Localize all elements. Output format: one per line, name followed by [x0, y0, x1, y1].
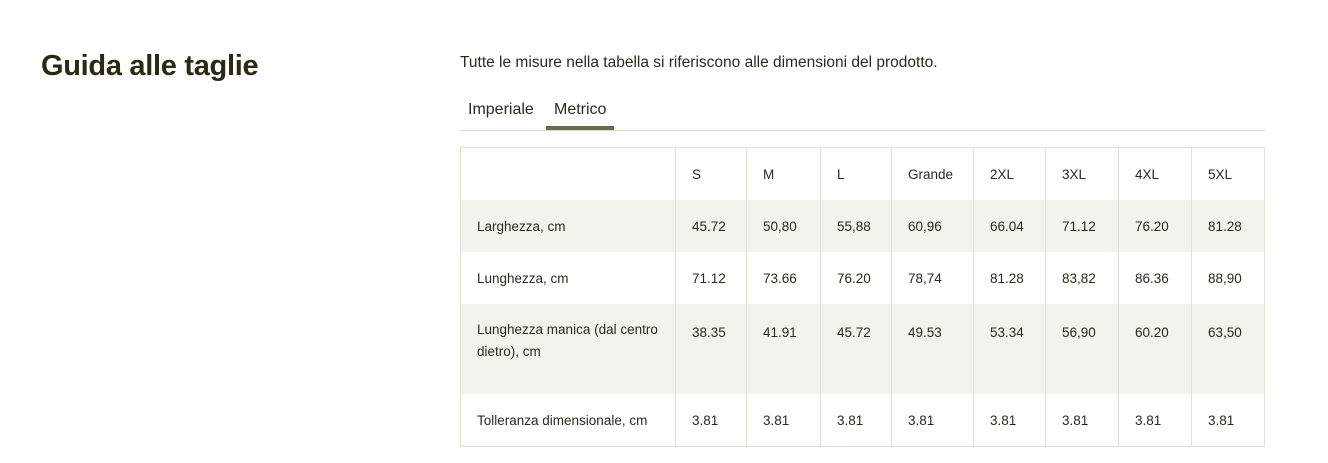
measurement-value: 71.12	[1045, 200, 1119, 252]
measurement-value: 3.81	[820, 394, 892, 447]
size-header: Grande	[891, 147, 974, 200]
measurement-value: 49.53	[891, 304, 974, 394]
measurement-value: 3.81	[891, 394, 974, 447]
measurement-value: 3.81	[1118, 394, 1192, 447]
table-row: Lunghezza, cm 71.12 73.66 76.20 78,74 81.28 83…	[460, 252, 1265, 304]
size-header: 3XL	[1045, 147, 1119, 200]
measurement-value: 45.72	[820, 304, 892, 394]
measurement-value: 53.34	[973, 304, 1046, 394]
measurement-label: Lunghezza, cm	[460, 252, 676, 304]
size-guide-intro: Tutte le misure nella tabella si riferis…	[460, 54, 938, 71]
table-row: Tolleranza dimensionale, cm 3.81 3.81 3.81 3…	[460, 394, 1265, 447]
measurement-value: 71.12	[675, 252, 747, 304]
measurement-value: 63,50	[1191, 304, 1265, 394]
table-row: Lunghezza manica (dal centro dietro), cm…	[460, 304, 1265, 394]
measurement-value: 81.28	[973, 252, 1046, 304]
measurement-value: 88,90	[1191, 252, 1265, 304]
size-header: M	[746, 147, 821, 200]
size-header: 2XL	[973, 147, 1046, 200]
measurement-label: Lunghezza manica (dal centro dietro), cm	[460, 304, 676, 394]
measurement-value: 86.36	[1118, 252, 1192, 304]
size-header: S	[675, 147, 747, 200]
measurement-value: 50,80	[746, 200, 821, 252]
size-header: L	[820, 147, 892, 200]
measurement-value: 78,74	[891, 252, 974, 304]
measurement-value: 76.20	[820, 252, 892, 304]
measurement-value: 60.20	[1118, 304, 1192, 394]
size-header: 4XL	[1118, 147, 1192, 200]
measurement-value: 73.66	[746, 252, 821, 304]
measurement-value: 76.20	[1118, 200, 1192, 252]
unit-tabs: Imperiale Metrico	[460, 96, 1265, 131]
measurement-label: Tolleranza dimensionale, cm	[460, 394, 676, 447]
measurement-value: 41.91	[746, 304, 821, 394]
size-header: 5XL	[1191, 147, 1265, 200]
measurement-value: 3.81	[746, 394, 821, 447]
measurement-value: 83,82	[1045, 252, 1119, 304]
measurement-value: 66.04	[973, 200, 1046, 252]
tab-imperial[interactable]: Imperiale	[468, 101, 534, 118]
measurement-value: 60,96	[891, 200, 974, 252]
table-header-row: S M L Grande 2XL 3XL 4XL 5XL	[460, 147, 1265, 200]
header-empty-cell	[460, 147, 676, 200]
measurement-value: 3.81	[1045, 394, 1119, 447]
table-row: Larghezza, cm 45.72 50,80 55,88 60,96 66.04 71…	[460, 200, 1265, 252]
measurement-label: Larghezza, cm	[460, 200, 676, 252]
measurement-value: 81.28	[1191, 200, 1265, 252]
measurement-value: 3.81	[675, 394, 747, 447]
measurement-value: 3.81	[973, 394, 1046, 447]
size-table: S M L Grande 2XL 3XL 4XL 5XL Larghezza, cm 45.72 5…	[460, 147, 1265, 447]
measurement-value: 55,88	[820, 200, 892, 252]
measurement-value: 38.35	[675, 304, 747, 394]
page-title: Guida alle taglie	[41, 50, 259, 82]
tab-metric[interactable]: Metrico	[546, 96, 615, 130]
measurement-value: 3.81	[1191, 394, 1265, 447]
measurement-value: 45.72	[675, 200, 747, 252]
measurement-value: 56,90	[1045, 304, 1119, 394]
